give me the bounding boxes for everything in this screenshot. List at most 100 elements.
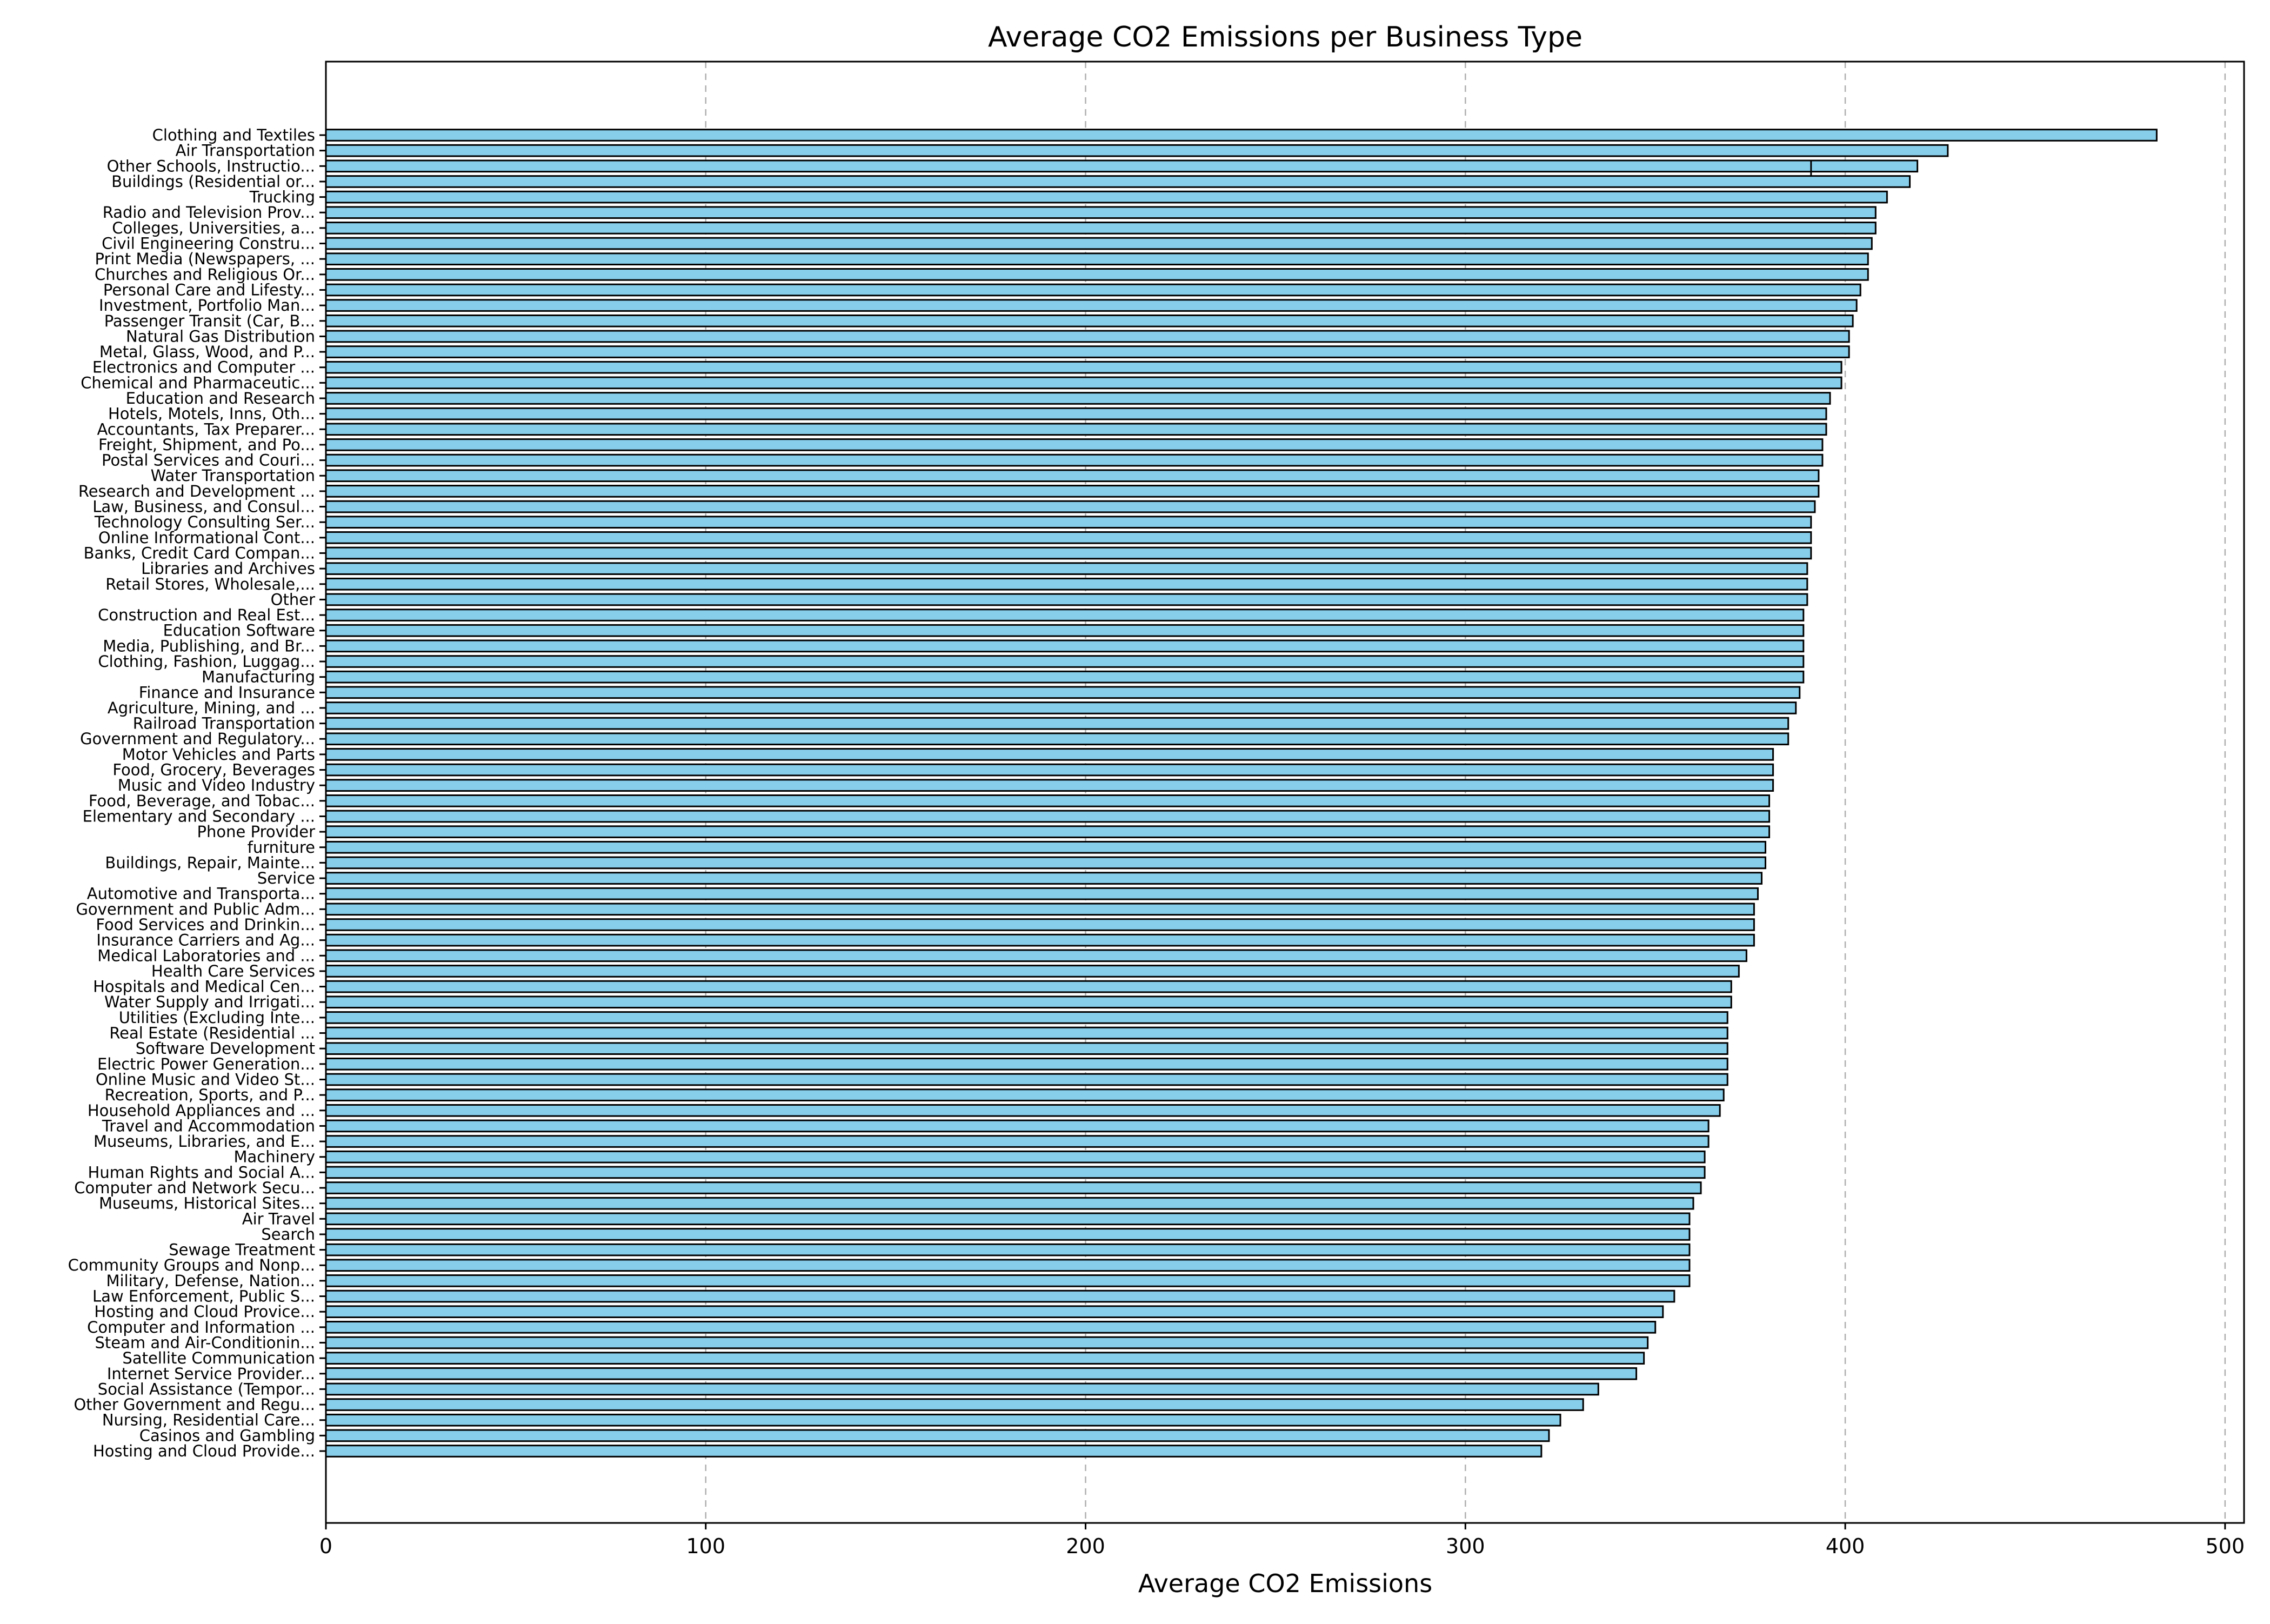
y-tick-label: Insurance Carriers and Ag...	[96, 931, 315, 950]
bar	[325, 825, 1771, 838]
bar	[325, 516, 1812, 529]
y-tick-label: Medical Laboratories and ...	[97, 946, 315, 965]
bar	[325, 407, 1827, 420]
y-tick-label: Construction and Real Est...	[98, 606, 315, 624]
bar	[325, 887, 1759, 900]
y-tick-label: Hospitals and Medical Cen...	[93, 978, 315, 996]
bar	[325, 1150, 1706, 1164]
y-tick-label: Radio and Television Prov...	[103, 203, 315, 222]
bar	[325, 1274, 1691, 1287]
bars	[325, 129, 2158, 1458]
y-tick-label: Water Transportation	[151, 466, 315, 485]
bar	[325, 1398, 1584, 1411]
x-tick-label: 0	[319, 1534, 332, 1558]
bar	[325, 423, 1827, 436]
y-tick-label: Investment, Portfolio Man...	[99, 296, 315, 315]
bar	[325, 577, 1808, 591]
y-tick-label: Utilities (Excluding Inte...	[119, 1008, 315, 1027]
y-tick-label: Military, Defense, Nation...	[106, 1272, 315, 1290]
bar	[325, 1336, 1649, 1349]
bar	[325, 965, 1740, 978]
bar	[325, 779, 1774, 792]
bar	[325, 1104, 1721, 1117]
y-tick-label: Human Rights and Social A...	[88, 1163, 315, 1181]
y-tick-label: Air Travel	[242, 1209, 315, 1228]
y-tick-label: Automotive and Transporta...	[87, 885, 315, 903]
bar	[325, 438, 1824, 451]
bar	[325, 283, 1861, 297]
bar	[325, 252, 1869, 265]
y-tick-label: Railroad Transportation	[133, 714, 315, 733]
bar	[325, 360, 1842, 374]
bar	[325, 639, 1805, 653]
bar	[325, 1243, 1691, 1257]
y-tick-label: Computer and Information ...	[87, 1318, 315, 1336]
bar	[325, 1212, 1691, 1226]
y-tick-label: Clothing and Textiles	[152, 126, 315, 144]
y-tick-label: Freight, Shipment, and Po...	[98, 436, 315, 454]
bar	[325, 732, 1790, 746]
bar	[325, 175, 1911, 188]
bar	[325, 1166, 1706, 1179]
bar	[325, 872, 1762, 885]
x-tick-label: 300	[1446, 1534, 1485, 1558]
bar	[325, 748, 1774, 761]
x-axis-label: Average CO2 Emissions	[1138, 1569, 1432, 1598]
bar	[325, 1181, 1702, 1194]
y-tick-label: Recreation, Sports, and P...	[105, 1086, 315, 1104]
y-tick-label: Sewage Treatment	[169, 1241, 315, 1259]
x-tick-label: 500	[2206, 1534, 2245, 1558]
y-tick-label: Other Schools, Instructio...	[107, 157, 315, 175]
bar	[325, 794, 1771, 807]
y-tick-label: Food Services and Drinkin...	[96, 915, 315, 934]
bar	[325, 763, 1774, 777]
y-tick-label: Phone Provider	[197, 823, 316, 841]
x-tick-label: 100	[686, 1534, 726, 1558]
y-tick-label: Metal, Glass, Wood, and P...	[99, 343, 315, 361]
bar	[325, 609, 1805, 621]
y-tick-label: Community Groups and Nonp...	[68, 1256, 315, 1274]
bar	[325, 144, 1949, 157]
bar	[325, 392, 1831, 405]
y-tick-label: Government and Public Adm...	[76, 900, 315, 918]
bar	[325, 129, 2158, 142]
y-tick-label: Food, Grocery, Beverages	[112, 761, 315, 779]
bar	[325, 701, 1797, 714]
y-tick-label: Elementary and Secondary ...	[83, 807, 315, 825]
y-tick-label: Electronics and Computer ...	[92, 358, 315, 377]
bar	[325, 1228, 1691, 1241]
bar	[325, 686, 1801, 699]
y-tick-label: Travel and Accommodation	[102, 1117, 315, 1135]
y-tick-label: Hosting and Cloud Provice...	[94, 1302, 315, 1321]
y-tick-label: Law, Business, and Consul...	[92, 498, 315, 516]
bar	[325, 1011, 1728, 1024]
y-tick-label: Hosting and Cloud Provide...	[93, 1442, 315, 1460]
y-tick-label: Natural Gas Distribution	[126, 327, 315, 345]
bar	[325, 1088, 1725, 1101]
bar	[325, 980, 1732, 993]
y-tick-label: Motor Vehicles and Parts	[122, 745, 315, 764]
y-tick-label: Agriculture, Mining, and ...	[108, 699, 315, 717]
bar	[325, 1259, 1691, 1272]
y-tick-label: Online Music and Video St...	[96, 1070, 315, 1088]
bar	[325, 949, 1747, 963]
y-tick-label: Food, Beverage, and Tobac...	[89, 792, 315, 810]
bar	[325, 453, 1824, 467]
bar	[325, 1026, 1728, 1040]
y-tick-label: Manufacturing	[202, 668, 315, 686]
bar	[325, 314, 1854, 328]
chart-title: Average CO2 Emissions per Business Type	[988, 21, 1583, 54]
y-tick-label: Household Appliances and ...	[88, 1101, 315, 1120]
y-tick-label: Museums, Libraries, and E...	[94, 1132, 315, 1151]
y-tick-label: Water Supply and Irrigati...	[104, 993, 315, 1011]
bar	[325, 1289, 1675, 1303]
y-tick-label: Education Software	[163, 621, 315, 640]
y-tick-label: Search	[261, 1225, 315, 1244]
y-tick-label: Passenger Transit (Car, B...	[104, 312, 315, 330]
bar	[325, 1429, 1550, 1442]
bar	[325, 856, 1767, 870]
bar	[325, 531, 1812, 544]
bar	[325, 222, 1877, 235]
bar	[325, 903, 1755, 916]
